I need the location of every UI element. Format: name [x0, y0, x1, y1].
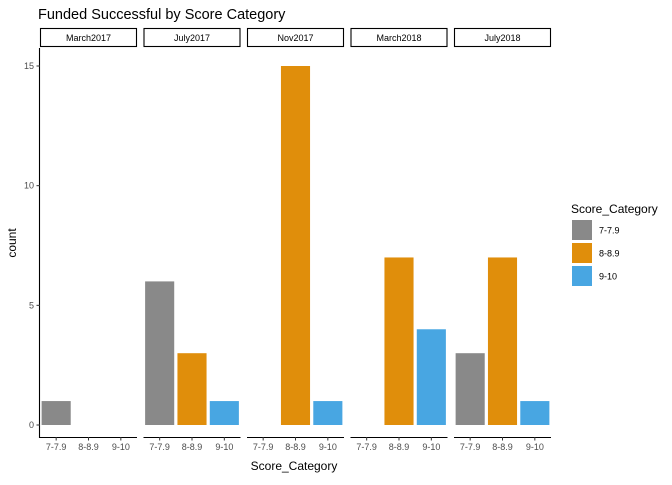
facet-strip-label: March2017: [66, 33, 111, 43]
legend-key: [572, 220, 592, 240]
x-tick-label: 9-10: [526, 442, 544, 452]
facet-strip-label: July2017: [174, 33, 210, 43]
legend: Score_Category 7-7.9 8-8.9 9-10: [571, 202, 658, 286]
y-tick-label: 5: [29, 300, 34, 310]
x-tick-label: 7-7.9: [253, 442, 274, 452]
x-tick-label: 7-7.9: [46, 442, 67, 452]
panel-March2017: March2017 7-7.9 8-8.9 9-10: [39, 27, 138, 452]
bar-July2018-8-8.9: [487, 257, 518, 425]
bar-July2017-8-8.9: [177, 353, 207, 425]
y-tick-label: 10: [24, 181, 34, 191]
facet-panels: March2017 7-7.9 8-8.9 9-10 July2017 7-7.9 8-8.…: [39, 27, 552, 452]
facet-strip: [246, 27, 345, 48]
facet-strip-label: July2018: [484, 33, 520, 43]
x-axis-title: Score_Category: [251, 459, 338, 473]
x-tick-label: 7-7.9: [460, 442, 481, 452]
x-tick-label: 8-8.9: [78, 442, 99, 452]
facet-strip-label: March2018: [376, 33, 421, 43]
bar-July2017-7-7.9: [145, 281, 175, 425]
x-tick-label: 8-8.9: [492, 442, 513, 452]
y-axis-title: count: [5, 228, 19, 258]
bar-July2018-7-7.9: [455, 353, 485, 425]
facet-strip: [39, 27, 138, 48]
bar-July2017-9-10: [209, 401, 239, 425]
x-tick-label: 7-7.9: [356, 442, 377, 452]
x-tick-label: 8-8.9: [285, 442, 306, 452]
legend-label: 8-8.9: [599, 249, 620, 259]
panel-July2018: July2018 7-7.9 8-8.9 9-10: [453, 27, 552, 452]
legend-title: Score_Category: [571, 202, 658, 216]
bar-March2017-7-7.9: [41, 401, 71, 425]
x-tick-label: 7-7.9: [149, 442, 170, 452]
panel-Nov2017: Nov2017 7-7.9 8-8.9 9-10: [246, 27, 345, 452]
bar-Nov2017-8-8.9: [280, 66, 311, 425]
bar-July2018-9-10: [520, 401, 550, 425]
x-tick-label: 8-8.9: [389, 442, 410, 452]
x-tick-label: 9-10: [422, 442, 440, 452]
y-tick-label: 15: [24, 61, 34, 71]
facet-strip-label: Nov2017: [277, 33, 313, 43]
facet-strip: [143, 27, 241, 48]
bar-March2018-9-10: [416, 329, 446, 425]
x-tick-label: 9-10: [215, 442, 233, 452]
panel-March2018: March2018 7-7.9 8-8.9 9-10: [350, 27, 448, 452]
panel-July2017: July2017 7-7.9 8-8.9 9-10: [143, 27, 241, 452]
x-tick-label: 8-8.9: [182, 442, 203, 452]
legend-label: 9-10: [599, 272, 617, 282]
y-axis: 0 5 10 15: [24, 48, 41, 438]
bar-March2018-8-8.9: [384, 257, 414, 425]
x-tick-label: 9-10: [112, 442, 130, 452]
bar-Nov2017-9-10: [313, 401, 343, 425]
x-tick-label: 9-10: [319, 442, 337, 452]
legend-key: [572, 243, 592, 263]
legend-key: [572, 266, 592, 286]
facet-strip: [453, 27, 552, 48]
facet-strip: [350, 27, 448, 48]
chart-title: Funded Successful by Score Category: [38, 7, 286, 23]
y-tick-label: 0: [29, 420, 34, 430]
legend-label: 7-7.9: [599, 226, 620, 236]
